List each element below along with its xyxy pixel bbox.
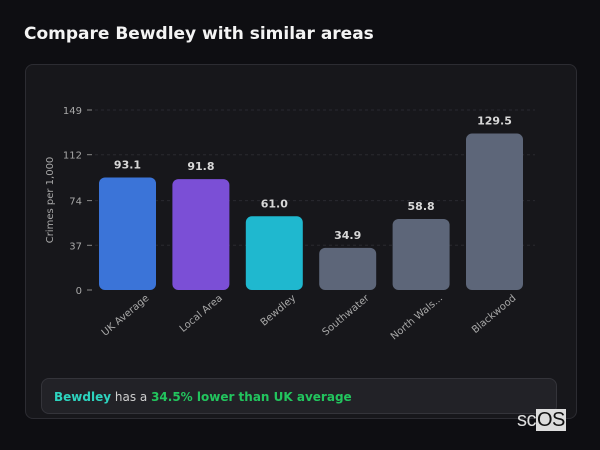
bar-value-label: 58.8 — [408, 200, 435, 213]
y-tick-label: 37 — [69, 241, 82, 252]
bar-value-label: 34.9 — [334, 229, 361, 242]
bar — [245, 216, 303, 290]
bar-value-label: 129.5 — [477, 115, 512, 128]
summary-text: has a — [111, 390, 152, 404]
summary-location: Bewdley — [54, 390, 112, 404]
x-tick-label: Blackwood — [470, 293, 518, 336]
page-title: Compare Bewdley with similar areas — [24, 24, 374, 44]
x-tick-label: North Wals... — [389, 293, 445, 343]
bar-value-label: 61.0 — [261, 197, 288, 210]
x-tick-label: Bewdley — [259, 293, 299, 329]
y-tick-label: 74 — [69, 197, 82, 208]
bar-value-label: 93.1 — [114, 159, 141, 172]
bar — [319, 247, 377, 290]
bar — [392, 218, 450, 290]
y-axis-label: Crimes per 1,000 — [45, 157, 56, 244]
x-tick-label: Local Area — [178, 293, 225, 335]
bar — [466, 133, 523, 290]
y-tick-label: 149 — [63, 106, 82, 117]
bar — [99, 177, 156, 290]
x-tick-label: Southwater — [320, 292, 372, 338]
x-tick-label: UK Average — [100, 293, 152, 339]
summary-box: Bewdley has a 34.5% lower than UK averag… — [41, 378, 557, 414]
bar — [172, 179, 230, 290]
bar-value-label: 91.8 — [187, 160, 214, 173]
summary-highlight: 34.5% lower than UK average — [151, 390, 352, 404]
y-tick-label: 112 — [63, 151, 82, 162]
y-tick-label: 0 — [76, 286, 82, 297]
scos-logo: scOS — [517, 409, 566, 431]
